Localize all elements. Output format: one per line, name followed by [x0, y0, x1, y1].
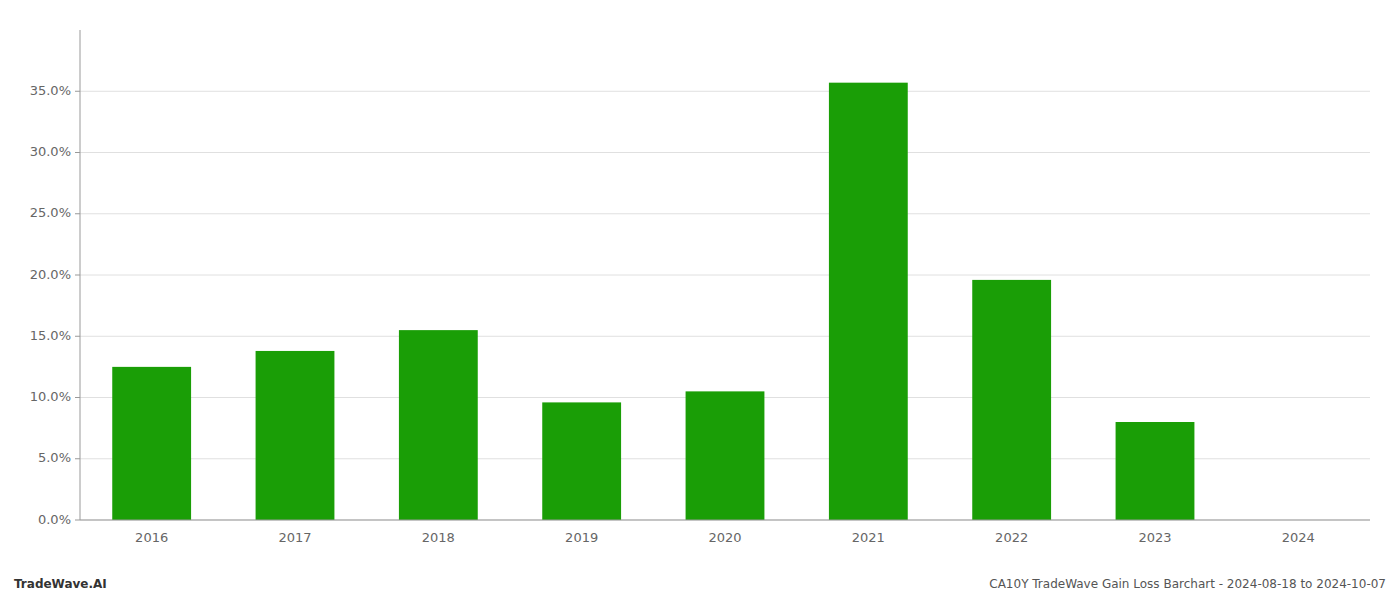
y-tick: [75, 520, 80, 521]
y-tick: [75, 91, 80, 92]
bar: [686, 391, 765, 520]
bar: [1116, 422, 1195, 520]
y-tick: [75, 397, 80, 398]
y-tick-label: 35.0%: [30, 83, 71, 98]
y-tick-label: 30.0%: [30, 144, 71, 159]
bar: [112, 367, 191, 520]
y-tick-label: 20.0%: [30, 267, 71, 282]
bar: [972, 280, 1051, 520]
x-tick-label: 2021: [852, 530, 885, 545]
grid-line: [80, 520, 1370, 521]
grid-line: [80, 336, 1370, 337]
y-tick-label: 0.0%: [38, 512, 71, 527]
y-tick: [75, 152, 80, 153]
y-tick: [75, 275, 80, 276]
annotation-right: CA10Y TradeWave Gain Loss Barchart - 202…: [989, 577, 1386, 591]
annotations: TradeWave.AI CA10Y TradeWave Gain Loss Ba…: [14, 577, 1386, 591]
chart-svg: 0.0% 5.0% 10.0% 15.0% 20.0% 25.0% 30.0% 35.0% 20…: [0, 0, 1400, 600]
x-axis-line: [80, 520, 1370, 521]
x-axis: 2016 2017 2018 2019 2020 2021 2022 2023 2024: [80, 520, 1370, 545]
x-tick-label: 2019: [565, 530, 598, 545]
grid-line: [80, 152, 1370, 153]
bar: [542, 402, 621, 520]
grid-line: [80, 213, 1370, 214]
y-tick-label: 15.0%: [30, 328, 71, 343]
y-tick: [75, 458, 80, 459]
grid: [80, 91, 1370, 520]
grid-line: [80, 91, 1370, 92]
x-tick-label: 2017: [278, 530, 311, 545]
y-tick-label: 25.0%: [30, 205, 71, 220]
bars: [112, 83, 1194, 520]
y-tick: [75, 213, 80, 214]
chart-container: 0.0% 5.0% 10.0% 15.0% 20.0% 25.0% 30.0% 35.0% 20…: [0, 0, 1400, 600]
y-tick-label: 5.0%: [38, 450, 71, 465]
annotation-left: TradeWave.AI: [14, 577, 107, 591]
bar: [256, 351, 335, 520]
x-tick-label: 2023: [1138, 530, 1171, 545]
x-tick-label: 2020: [708, 530, 741, 545]
x-tick-label: 2018: [422, 530, 455, 545]
grid-line: [80, 275, 1370, 276]
bar: [399, 330, 478, 520]
y-tick: [75, 336, 80, 337]
x-tick-label: 2024: [1282, 530, 1315, 545]
x-tick-label: 2016: [135, 530, 168, 545]
bar: [829, 83, 908, 520]
x-tick-label: 2022: [995, 530, 1028, 545]
y-tick-label: 10.0%: [30, 389, 71, 404]
y-axis: 0.0% 5.0% 10.0% 15.0% 20.0% 25.0% 30.0% 35.0%: [30, 30, 80, 527]
y-axis-line: [80, 30, 81, 520]
